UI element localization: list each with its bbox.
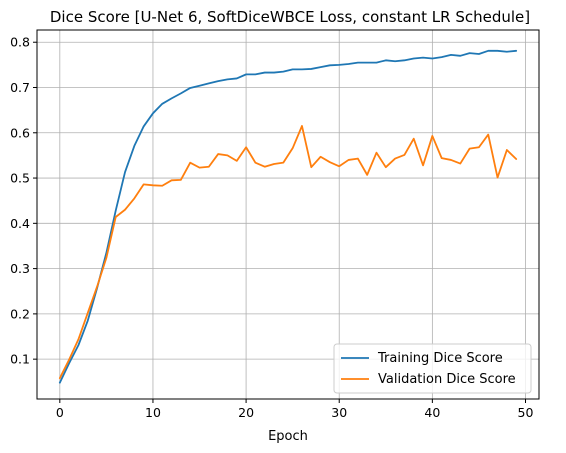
x-tick-label: 50: [518, 405, 534, 420]
x-axis-label: Epoch: [268, 429, 308, 444]
y-tick-label: 0.3: [10, 261, 30, 276]
validation-dice-line: [58, 125, 518, 380]
x-tick-label: 30: [331, 405, 347, 420]
legend-label-training: Training Dice Score: [377, 351, 503, 366]
legend-label-validation: Validation Dice Score: [378, 372, 516, 387]
x-tick-label: 0: [56, 405, 64, 420]
x-tick-label: 20: [238, 405, 254, 420]
legend: Training Dice Score Validation Dice Scor…: [333, 343, 532, 394]
y-tick-label: 0.1: [10, 352, 30, 367]
x-tick-label: 40: [424, 405, 440, 420]
y-tick-label: 0.4: [10, 216, 30, 231]
y-tick-label: 0.7: [10, 80, 30, 95]
y-tick-label: 0.8: [10, 35, 30, 50]
y-tick-label: 0.2: [10, 306, 30, 321]
training-dice-line: [58, 49, 518, 384]
x-tick-label: 10: [145, 405, 161, 420]
legend-frame: [333, 343, 532, 394]
y-tick-label: 0.5: [10, 171, 30, 186]
gridlines: [37, 30, 539, 399]
axis-ticks: 0 10 20 30 40 50 0.1 0.2 0.3 0.4 0.5 0.6 0.7 0.8: [10, 35, 533, 420]
plot-frame: [36, 29, 540, 400]
chart-title: Dice Score [U-Net 6, SoftDiceWBCE Loss, …: [50, 8, 530, 26]
y-tick-label: 0.6: [10, 125, 30, 140]
series-lines: [58, 49, 518, 384]
